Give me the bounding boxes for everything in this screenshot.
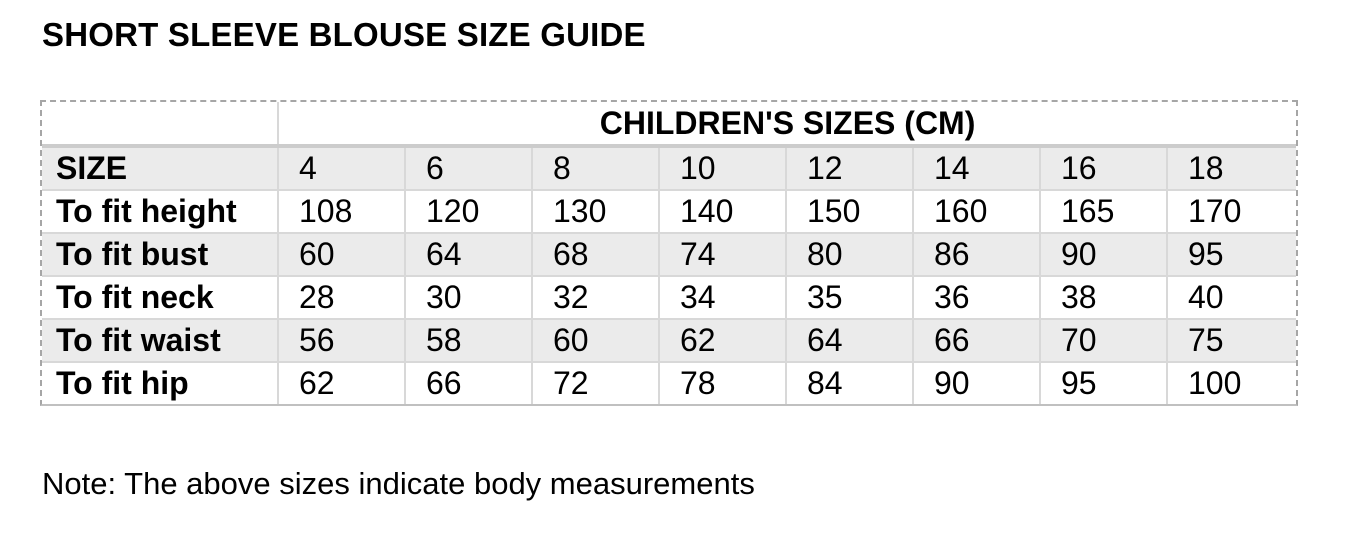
cell-value: 28 bbox=[277, 275, 406, 320]
size-guide-table-container: CHILDREN'S SIZES (CM) SIZE 4 6 8 10 12 1… bbox=[40, 100, 1298, 406]
cell-value: 140 bbox=[658, 189, 787, 234]
note-text: Note: The above sizes indicate body meas… bbox=[42, 466, 755, 501]
cell-value: 160 bbox=[912, 189, 1041, 234]
cell-value: 66 bbox=[912, 318, 1041, 363]
cell-value: 170 bbox=[1165, 189, 1297, 234]
row-label-neck: To fit neck bbox=[42, 275, 279, 320]
cell-value: 70 bbox=[1039, 318, 1168, 363]
cell-value: 38 bbox=[1039, 275, 1168, 320]
size-value: 14 bbox=[912, 144, 1041, 191]
cell-value: 80 bbox=[785, 232, 914, 277]
cell-value: 90 bbox=[912, 361, 1041, 404]
cell-value: 90 bbox=[1039, 232, 1168, 277]
cell-value: 60 bbox=[531, 318, 660, 363]
size-value: 10 bbox=[658, 144, 787, 191]
row-label-height: To fit height bbox=[42, 189, 279, 234]
size-value: 12 bbox=[785, 144, 914, 191]
page-title: SHORT SLEEVE BLOUSE SIZE GUIDE bbox=[42, 16, 646, 53]
size-value: 16 bbox=[1039, 144, 1168, 191]
table-row-neck: To fit neck 28 30 32 34 35 36 38 40 bbox=[42, 275, 1297, 320]
row-label-bust: To fit bust bbox=[42, 232, 279, 277]
cell-value: 35 bbox=[785, 275, 914, 320]
table-row-height: To fit height 108 120 130 140 150 160 16… bbox=[42, 189, 1297, 234]
cell-value: 86 bbox=[912, 232, 1041, 277]
cell-value: 64 bbox=[404, 232, 533, 277]
cell-value: 75 bbox=[1165, 318, 1297, 363]
row-label-waist: To fit waist bbox=[42, 318, 279, 363]
cell-value: 62 bbox=[277, 361, 406, 404]
cell-value: 74 bbox=[658, 232, 787, 277]
cell-value: 30 bbox=[404, 275, 533, 320]
size-value: 6 bbox=[404, 144, 533, 191]
size-value: 8 bbox=[531, 144, 660, 191]
cell-value: 68 bbox=[531, 232, 660, 277]
table-row-group-header: CHILDREN'S SIZES (CM) bbox=[42, 102, 1297, 147]
table-row-bust: To fit bust 60 64 68 74 80 86 90 95 bbox=[42, 232, 1297, 277]
cell-value: 36 bbox=[912, 275, 1041, 320]
cell-value: 62 bbox=[658, 318, 787, 363]
cell-value: 84 bbox=[785, 361, 914, 404]
cell-value: 78 bbox=[658, 361, 787, 404]
cell-value: 95 bbox=[1165, 232, 1297, 277]
group-header: CHILDREN'S SIZES (CM) bbox=[276, 102, 1297, 147]
row-label-hip: To fit hip bbox=[42, 361, 279, 404]
corner-cell bbox=[42, 102, 279, 147]
cell-value: 130 bbox=[531, 189, 660, 234]
table-row-waist: To fit waist 56 58 60 62 64 66 70 75 bbox=[42, 318, 1297, 363]
cell-value: 60 bbox=[277, 232, 406, 277]
cell-value: 34 bbox=[658, 275, 787, 320]
cell-value: 32 bbox=[531, 275, 660, 320]
cell-value: 95 bbox=[1039, 361, 1168, 404]
cell-value: 120 bbox=[404, 189, 533, 234]
cell-value: 58 bbox=[404, 318, 533, 363]
size-guide-table: CHILDREN'S SIZES (CM) SIZE 4 6 8 10 12 1… bbox=[42, 102, 1297, 404]
size-value: 18 bbox=[1165, 144, 1297, 191]
row-label-size: SIZE bbox=[42, 144, 279, 191]
cell-value: 100 bbox=[1165, 361, 1297, 404]
table-row-hip: To fit hip 62 66 72 78 84 90 95 100 bbox=[42, 361, 1297, 404]
cell-value: 66 bbox=[404, 361, 533, 404]
cell-value: 56 bbox=[277, 318, 406, 363]
cell-value: 108 bbox=[277, 189, 406, 234]
size-value: 4 bbox=[277, 144, 406, 191]
cell-value: 40 bbox=[1165, 275, 1297, 320]
cell-value: 150 bbox=[785, 189, 914, 234]
cell-value: 72 bbox=[531, 361, 660, 404]
table-row-size: SIZE 4 6 8 10 12 14 16 18 bbox=[42, 144, 1297, 191]
cell-value: 64 bbox=[785, 318, 914, 363]
cell-value: 165 bbox=[1039, 189, 1168, 234]
